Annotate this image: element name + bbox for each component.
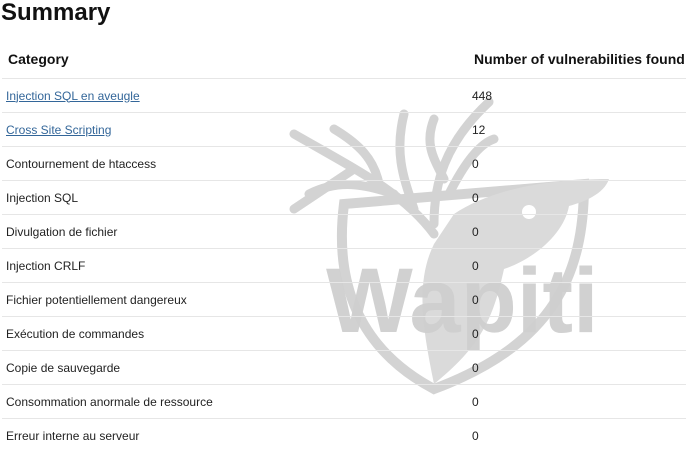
category-cell: Erreur interne au serveur <box>6 428 140 443</box>
table-row: Erreur interne au serveur 0 <box>2 419 686 449</box>
table-row: Fichier potentiellement dangereux 0 <box>2 282 686 317</box>
category-cell: Injection SQL <box>2 180 468 215</box>
table-row: Consommation anormale de ressource 0 <box>2 384 686 419</box>
count-cell: 0 <box>468 146 686 181</box>
category-link-blind-sql-injection[interactable]: Injection SQL en aveugle <box>6 88 140 103</box>
column-header-category: Category <box>2 40 468 79</box>
table-row: Exécution de commandes 0 <box>2 316 686 351</box>
category-cell: Injection CRLF <box>2 248 468 283</box>
count-cell: 448 <box>468 78 686 113</box>
table-row: Injection SQL 0 <box>2 180 686 215</box>
count-cell: 0 <box>468 384 686 419</box>
category-cell: Exécution de commandes <box>2 316 468 351</box>
count-cell: 0 <box>468 316 686 351</box>
count-cell: 0 <box>468 248 686 283</box>
category-cell: Copie de sauvegarde <box>2 350 468 385</box>
category-cell: Consommation anormale de ressource <box>2 384 468 419</box>
count-cell: 0 <box>468 350 686 385</box>
category-cell: Fichier potentiellement dangereux <box>2 282 468 317</box>
column-header-count: Number of vulnerabilities found <box>468 40 686 79</box>
count-cell: 0 <box>468 180 686 215</box>
count-cell: 0 <box>468 282 686 317</box>
page-title: Summary <box>1 0 111 26</box>
table-row: Divulgation de fichier 0 <box>2 214 686 249</box>
category-cell: Contournement de htaccess <box>2 146 468 181</box>
table-row: Copie de sauvegarde 0 <box>2 350 686 385</box>
count-cell: 0 <box>472 428 479 443</box>
table-row: Injection SQL en aveugle 448 <box>2 78 686 113</box>
table-header-row: Category Number of vulnerabilities found <box>2 40 686 79</box>
count-cell: 12 <box>468 112 686 147</box>
category-link-cross-site-scripting[interactable]: Cross Site Scripting <box>6 122 112 137</box>
count-cell: 0 <box>468 214 686 249</box>
table-row: Contournement de htaccess 0 <box>2 146 686 181</box>
vulnerability-summary-table: Category Number of vulnerabilities found… <box>2 40 686 449</box>
table-row: Injection CRLF 0 <box>2 248 686 283</box>
table-row: Cross Site Scripting 12 <box>2 112 686 147</box>
category-cell: Divulgation de fichier <box>2 214 468 249</box>
